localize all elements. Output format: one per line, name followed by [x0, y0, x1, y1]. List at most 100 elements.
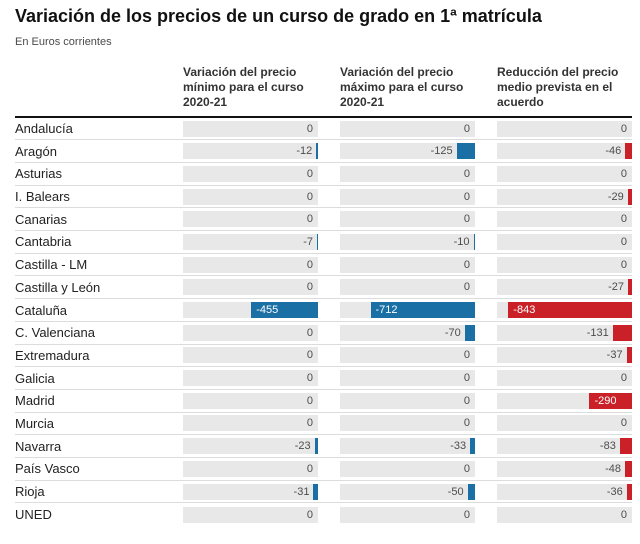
bar-value: 0 — [306, 349, 313, 362]
bar-value: -70 — [444, 326, 461, 339]
row-label: Castilla - LM — [15, 257, 88, 273]
bar-value: -23 — [294, 440, 311, 453]
bar-value: 0 — [306, 462, 313, 475]
table-row: Asturias 0 0 0 — [15, 163, 632, 186]
bar-cell-minimo: 0 — [183, 506, 318, 523]
row-label: Galicia — [15, 370, 55, 386]
table-row: Galicia 0 0 0 — [15, 367, 632, 390]
bar-value: -290 — [594, 394, 617, 407]
table-row: C. Valenciana 0 -70 -131 — [15, 322, 632, 345]
row-label: Rioja — [15, 484, 45, 500]
bar-value: 0 — [306, 122, 313, 135]
bar-cell-maximo: -50 — [340, 483, 475, 500]
bar-cell-reduccion: -36 — [497, 483, 632, 500]
row-label: Cataluña — [15, 302, 68, 318]
bar — [626, 483, 632, 500]
chart-title: Variación de los precios de un curso de … — [15, 6, 542, 26]
bar — [470, 438, 475, 455]
bar-cell-minimo: 0 — [183, 165, 318, 182]
bar-value: -125 — [430, 145, 453, 158]
bar — [467, 483, 475, 500]
bar-value: -46 — [605, 145, 622, 158]
bar-value: 0 — [463, 462, 470, 475]
bar-cell-reduccion: -48 — [497, 460, 632, 477]
bar-value: 0 — [463, 417, 470, 430]
bar-cell-minimo: 0 — [183, 120, 318, 137]
table-row: Rioja -31 -50 -36 — [15, 481, 632, 504]
bar-value: -37 — [606, 349, 623, 362]
column-header-precio-minimo: Variación del precio mínimo para el curs… — [183, 64, 304, 110]
bar-cell-maximo: 0 — [340, 460, 475, 477]
row-label: Castilla y León — [15, 279, 101, 295]
bar — [316, 233, 318, 250]
row-label: Canarias — [15, 211, 68, 227]
table-row: Canarias 0 0 0 — [15, 208, 632, 232]
bar — [619, 438, 632, 455]
bar-cell-reduccion: 0 — [497, 415, 632, 432]
bar-value: 0 — [306, 213, 313, 226]
row-label: Madrid — [15, 393, 55, 409]
table-row: Cantabria -7 -10 0 — [15, 231, 632, 254]
bar — [316, 143, 318, 160]
row-label: País Vasco — [15, 461, 80, 477]
bar-cell-maximo: 0 — [340, 256, 475, 273]
bar-cell-maximo: 0 — [340, 165, 475, 182]
row-label: Cantabria — [15, 234, 72, 250]
chart-subtitle: En Euros corrientes — [15, 35, 112, 48]
bar — [624, 460, 632, 477]
bar-value: 0 — [306, 394, 313, 407]
bar-cell-reduccion: 0 — [497, 506, 632, 523]
bar-cell-minimo: 0 — [183, 347, 318, 364]
bar — [627, 188, 632, 205]
bar-value: -843 — [513, 304, 536, 317]
bar-value: 0 — [306, 417, 313, 430]
table-row: Navarra -23 -33 -83 — [15, 435, 632, 458]
bar-cell-maximo: 0 — [340, 279, 475, 296]
bar-cell-minimo: 0 — [183, 256, 318, 273]
row-label: Murcia — [15, 415, 55, 431]
bar-value: -31 — [293, 485, 310, 498]
bar — [625, 143, 632, 160]
bar-value: 0 — [463, 508, 470, 521]
bar-value: -131 — [586, 326, 609, 339]
table-row: I. Balears 0 0 -29 — [15, 186, 632, 209]
bar — [464, 324, 475, 341]
bar-cell-minimo: 0 — [183, 279, 318, 296]
bar-cell-maximo: 0 — [340, 370, 475, 387]
bar-value: -10 — [453, 235, 470, 248]
bar-cell-minimo: -12 — [183, 143, 318, 160]
bar-cell-minimo: -7 — [183, 233, 318, 250]
row-label: Navarra — [15, 438, 62, 454]
bar-value: 0 — [306, 281, 313, 294]
bar-cell-reduccion: 0 — [497, 165, 632, 182]
bar-cell-reduccion: 0 — [497, 120, 632, 137]
bar-value: 0 — [620, 167, 627, 180]
bar-value: 0 — [463, 122, 470, 135]
bar-cell-reduccion: -83 — [497, 438, 632, 455]
bar — [313, 483, 318, 500]
bar-value: -36 — [606, 485, 623, 498]
bar-value: 0 — [620, 235, 627, 248]
bar-value: 0 — [463, 372, 470, 385]
bar — [456, 143, 475, 160]
table-row: Aragón -12 -125 -46 — [15, 140, 632, 164]
bar — [473, 233, 475, 250]
bar-cell-maximo: 0 — [340, 188, 475, 205]
bar-cell-reduccion: 0 — [497, 256, 632, 273]
table-row: Madrid 0 0 -290 — [15, 390, 632, 413]
bar-cell-maximo: 0 — [340, 120, 475, 137]
bar-cell-maximo: 0 — [340, 506, 475, 523]
row-label: I. Balears — [15, 189, 70, 205]
bar-value: -12 — [296, 145, 313, 158]
row-label: Asturias — [15, 166, 62, 182]
bar-cell-reduccion: 0 — [497, 370, 632, 387]
chart-container: Variación de los precios de un curso de … — [0, 6, 640, 526]
bar-value: 0 — [620, 122, 627, 135]
bar-cell-minimo: -455 — [183, 302, 318, 319]
bar-value: 0 — [620, 372, 627, 385]
bar-cell-maximo: -33 — [340, 438, 475, 455]
column-header-reduccion-media: Reducción del precio medio prevista en e… — [497, 64, 619, 110]
bar-value: -48 — [605, 462, 621, 475]
bar-value: -455 — [256, 304, 279, 317]
bar — [314, 438, 318, 455]
